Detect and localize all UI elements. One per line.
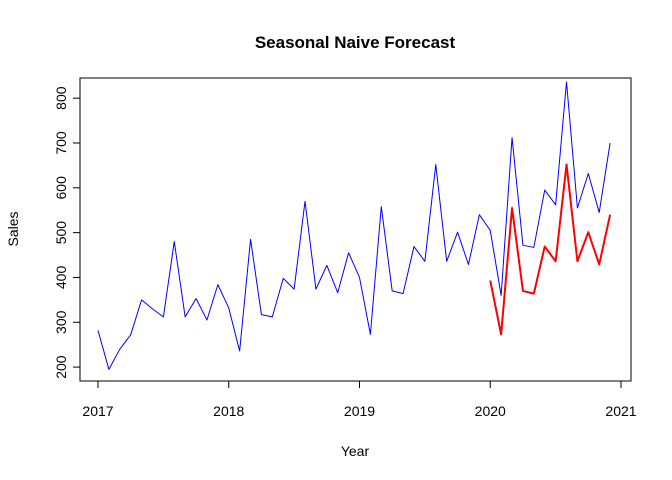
y-tick-label: 200: [53, 355, 69, 379]
x-axis: 2017 2018 2019 2020 2021: [82, 380, 637, 419]
x-tick-label: 2021: [605, 403, 636, 419]
x-tick-label: 2019: [344, 403, 375, 419]
y-tick-label: 800: [53, 86, 69, 110]
series-line-forecast: [489, 163, 612, 336]
plot-frame: [79, 77, 632, 382]
y-axis-label: Sales: [5, 211, 21, 246]
x-axis-label: Year: [341, 443, 370, 459]
y-tick-label: 600: [53, 176, 69, 200]
y-axis: 200 300 400 500 600 700 800: [53, 86, 81, 379]
y-tick-label: 500: [53, 221, 69, 245]
series-layer: [97, 81, 612, 370]
series-line-actual: [97, 81, 611, 370]
x-tick-label: 2017: [82, 403, 113, 419]
y-tick-label: 700: [53, 131, 69, 155]
y-tick-label: 400: [53, 266, 69, 290]
x-tick-label: 2018: [213, 403, 244, 419]
chart-title: Seasonal Naive Forecast: [255, 33, 456, 52]
y-tick-label: 300: [53, 310, 69, 334]
x-tick-label: 2020: [475, 403, 506, 419]
